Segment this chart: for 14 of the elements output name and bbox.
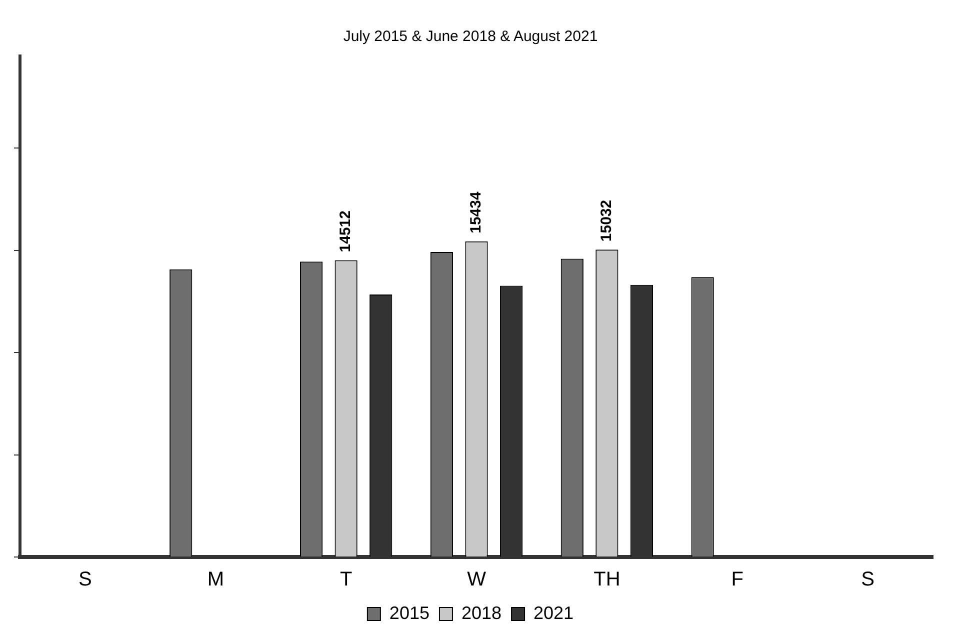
- x-tick-label: W: [467, 568, 486, 591]
- legend-label: 2021: [534, 602, 574, 623]
- x-tick-label: S: [861, 568, 874, 591]
- chart-title: July 2015 & June 2018 & August 2021: [343, 28, 598, 46]
- data-label: 15032: [598, 200, 616, 242]
- legend-label: 2018: [461, 602, 502, 623]
- x-tick-label: TH: [594, 568, 620, 591]
- legend-label: 2015: [389, 602, 430, 623]
- x-tick-label: F: [731, 568, 744, 591]
- x-tick-label: T: [340, 568, 352, 591]
- x-tick-label: M: [207, 568, 224, 591]
- data-label: 14512: [337, 210, 354, 252]
- data-label: 15434: [468, 191, 485, 234]
- x-tick-label: S: [78, 568, 92, 591]
